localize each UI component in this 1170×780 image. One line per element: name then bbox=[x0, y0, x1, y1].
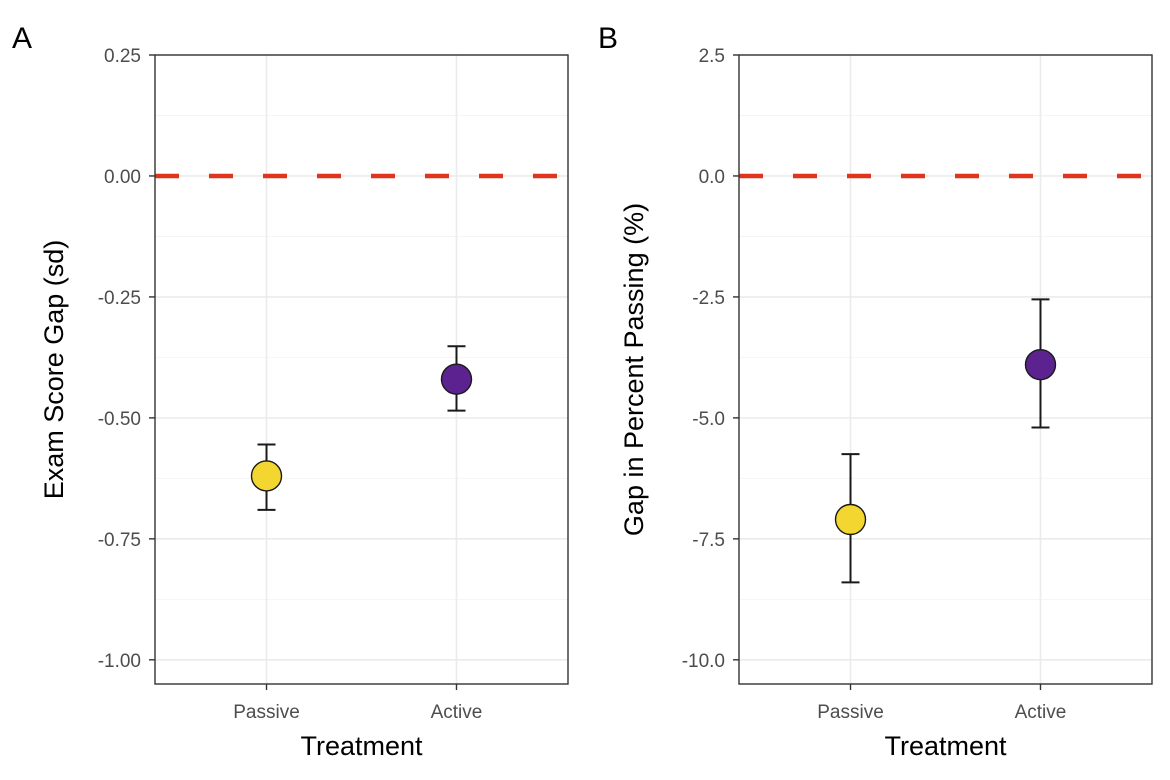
plot-frame bbox=[738, 54, 1153, 685]
panel-tag: B bbox=[598, 22, 618, 55]
y-tick-label: -2.5 bbox=[692, 288, 725, 309]
y-tick-label: -7.5 bbox=[692, 530, 725, 551]
x-axis-title: Treatment bbox=[884, 731, 1007, 761]
data-point-passive bbox=[250, 460, 283, 492]
panel-a: 0.25 0.00 -0.25 -0.50 -0.75 -1.00 Passive Activ… bbox=[12, 22, 569, 761]
y-axis-title: Gap in Percent Passing (%) bbox=[619, 203, 649, 536]
y-tick-label: 0.0 bbox=[699, 167, 725, 188]
data-point-active bbox=[440, 363, 473, 395]
y-tick-label: 2.5 bbox=[699, 46, 725, 67]
y-tick-label: 0.25 bbox=[104, 46, 141, 67]
x-axis-title: Treatment bbox=[300, 731, 423, 761]
y-tick-label: -1.00 bbox=[98, 651, 141, 672]
x-tick-label: Active bbox=[1015, 702, 1067, 723]
y-tick-label: -0.50 bbox=[98, 409, 141, 430]
y-tick-label: -10.0 bbox=[682, 651, 725, 672]
data-point-active bbox=[1024, 348, 1057, 381]
y-tick-label: 0.00 bbox=[104, 167, 141, 188]
x-tick-label: Passive bbox=[817, 702, 884, 723]
y-tick-label: -0.25 bbox=[98, 288, 141, 309]
panel-tag: A bbox=[12, 22, 32, 55]
x-tick-label: Active bbox=[431, 702, 483, 723]
y-tick-label: -5.0 bbox=[692, 409, 725, 430]
y-axis-title: Exam Score Gap (sd) bbox=[39, 240, 69, 500]
y-tick-label: -0.75 bbox=[98, 530, 141, 551]
plot-frame bbox=[154, 54, 569, 685]
panel-b: 2.5 0.0 -2.5 -5.0 -7.5 -10.0 Passive Active Trea… bbox=[598, 22, 1153, 761]
x-tick-label: Passive bbox=[233, 702, 300, 723]
data-point-passive bbox=[834, 503, 867, 536]
